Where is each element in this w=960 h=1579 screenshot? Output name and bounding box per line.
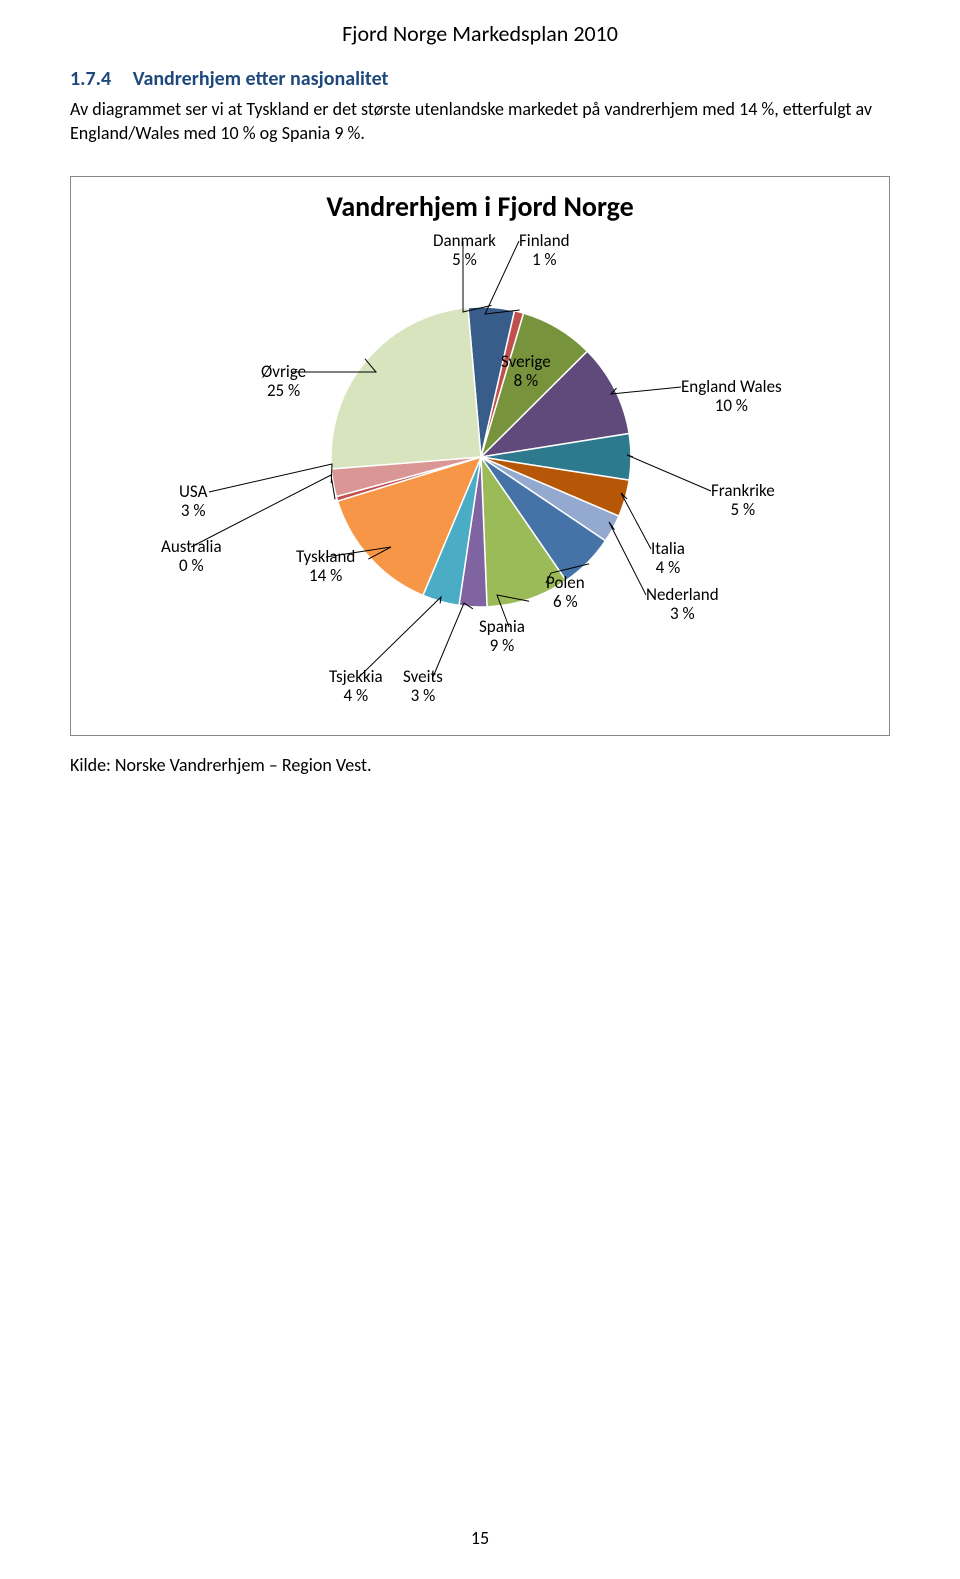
- slice-label-name: Nederland: [646, 585, 719, 605]
- page-number: 15: [0, 1527, 960, 1549]
- slice-label: Australia0 %: [161, 537, 222, 576]
- slice-label: Polen6 %: [546, 573, 585, 612]
- slice-label-pct: 25 %: [261, 381, 306, 401]
- body-paragraph: Av diagrammet ser vi at Tyskland er det …: [70, 97, 890, 146]
- slice-label: Nederland3 %: [646, 585, 719, 624]
- slice-label-pct: 8 %: [501, 371, 551, 391]
- leader-line: [359, 597, 441, 677]
- slice-label-pct: 3 %: [403, 686, 443, 706]
- slice-label-pct: 3 %: [179, 501, 207, 521]
- slice-label-pct: 4 %: [651, 558, 685, 578]
- source-line: Kilde: Norske Vandrerhjem – Region Vest.: [70, 754, 890, 776]
- slice-label-name: Tsjekkia: [329, 667, 383, 687]
- slice-label-name: USA: [179, 482, 207, 502]
- slice-label-name: Øvrige: [261, 362, 306, 382]
- slice-label-pct: 4 %: [329, 686, 383, 706]
- slice-label-pct: 5 %: [711, 500, 775, 520]
- slice-label-name: England Wales: [681, 377, 782, 397]
- document-header: Fjord Norge Markedsplan 2010: [70, 20, 890, 47]
- slice-label-pct: 5 %: [433, 250, 496, 270]
- slice-label-pct: 6 %: [546, 592, 585, 612]
- slice-label-name: Italia: [651, 539, 685, 559]
- leader-line: [609, 522, 646, 595]
- leader-line: [611, 387, 681, 394]
- slice-label: Tsjekkia4 %: [329, 667, 383, 706]
- slice-label-pct: 9 %: [479, 636, 525, 656]
- pie-chart-container: Vandrerhjem i Fjord Norge Danmark5 %Finl…: [70, 176, 890, 736]
- leader-line: [209, 464, 332, 492]
- slice-label-pct: 14 %: [296, 566, 355, 586]
- slice-label-pct: 1 %: [519, 250, 570, 270]
- slice-label: Frankrike5 %: [711, 481, 775, 520]
- slice-label: Sveits3 %: [403, 667, 443, 706]
- slice-label-pct: 10 %: [681, 396, 782, 416]
- slice-label: Italia4 %: [651, 539, 685, 578]
- leader-line: [627, 455, 711, 491]
- slice-label: England Wales10 %: [681, 377, 782, 416]
- slice-label-pct: 0 %: [161, 556, 222, 576]
- slice-label-name: Danmark: [433, 231, 496, 251]
- slice-label: Danmark5 %: [433, 231, 496, 270]
- slice-label: USA3 %: [179, 482, 207, 521]
- slice-label-pct: 3 %: [646, 604, 719, 624]
- slice-label-name: Frankrike: [711, 481, 775, 501]
- slice-label-name: Australia: [161, 537, 222, 557]
- section-title: Vandrerhjem etter nasjonalitet: [133, 67, 389, 91]
- leader-line: [621, 493, 651, 549]
- slice-label-name: Polen: [546, 573, 585, 593]
- slice-label: Spania9 %: [479, 617, 525, 656]
- slice-label-name: Finland: [519, 231, 570, 251]
- slice-label-name: Tyskland: [296, 547, 355, 567]
- pie-slice: [331, 307, 481, 468]
- section-number: 1.7.4: [70, 67, 111, 91]
- slice-label: Finland1 %: [519, 231, 570, 270]
- section-heading: 1.7.4 Vandrerhjem etter nasjonalitet: [70, 67, 890, 91]
- page: Fjord Norge Markedsplan 2010 1.7.4 Vandr…: [0, 0, 960, 1579]
- slice-label: Øvrige25 %: [261, 362, 306, 401]
- slice-label: Tyskland14 %: [296, 547, 355, 586]
- slice-label: Sverige8 %: [501, 352, 551, 391]
- slice-label-name: Sverige: [501, 352, 551, 372]
- slice-label-name: Spania: [479, 617, 525, 637]
- slice-label-name: Sveits: [403, 667, 443, 687]
